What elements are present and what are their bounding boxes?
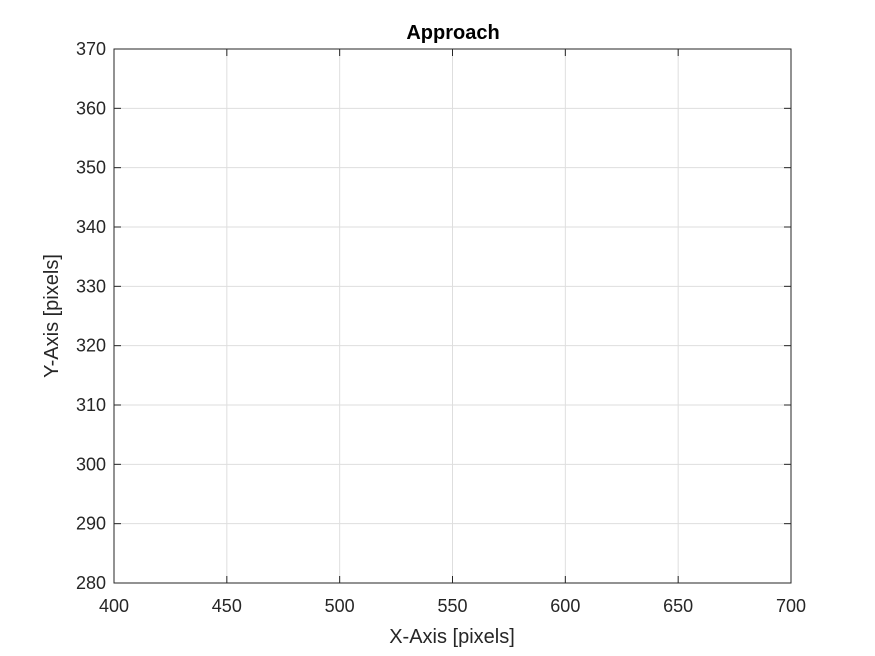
y-tick-label: 290 [76,514,106,534]
x-tick-label: 500 [325,596,355,616]
y-tick-label: 360 [76,98,106,118]
grid-lines [113,48,792,584]
y-tick-label: 350 [76,158,106,178]
x-tick-label: 650 [663,596,693,616]
x-tick-label: 400 [99,596,129,616]
x-tick-label: 700 [776,596,806,616]
y-tick-label: 280 [76,573,106,593]
x-tick-label: 600 [550,596,580,616]
y-tick-label: 300 [76,454,106,474]
y-tick-label: 370 [76,39,106,59]
y-tick-label: 330 [76,276,106,296]
y-axis: 280 290 300 310 320 330 340 350 360 370 [76,39,791,593]
x-tick-label: 550 [437,596,467,616]
y-axis-label: Y-Axis [pixels] [41,254,63,378]
y-tick-label: 310 [76,395,106,415]
x-axis: 400 450 500 550 600 650 700 [99,49,806,616]
y-tick-label: 320 [76,336,106,356]
y-tick-label: 340 [76,217,106,237]
chart-title: Approach [406,22,499,44]
x-tick-label: 450 [212,596,242,616]
x-axis-label: X-Axis [pixels] [389,626,515,648]
